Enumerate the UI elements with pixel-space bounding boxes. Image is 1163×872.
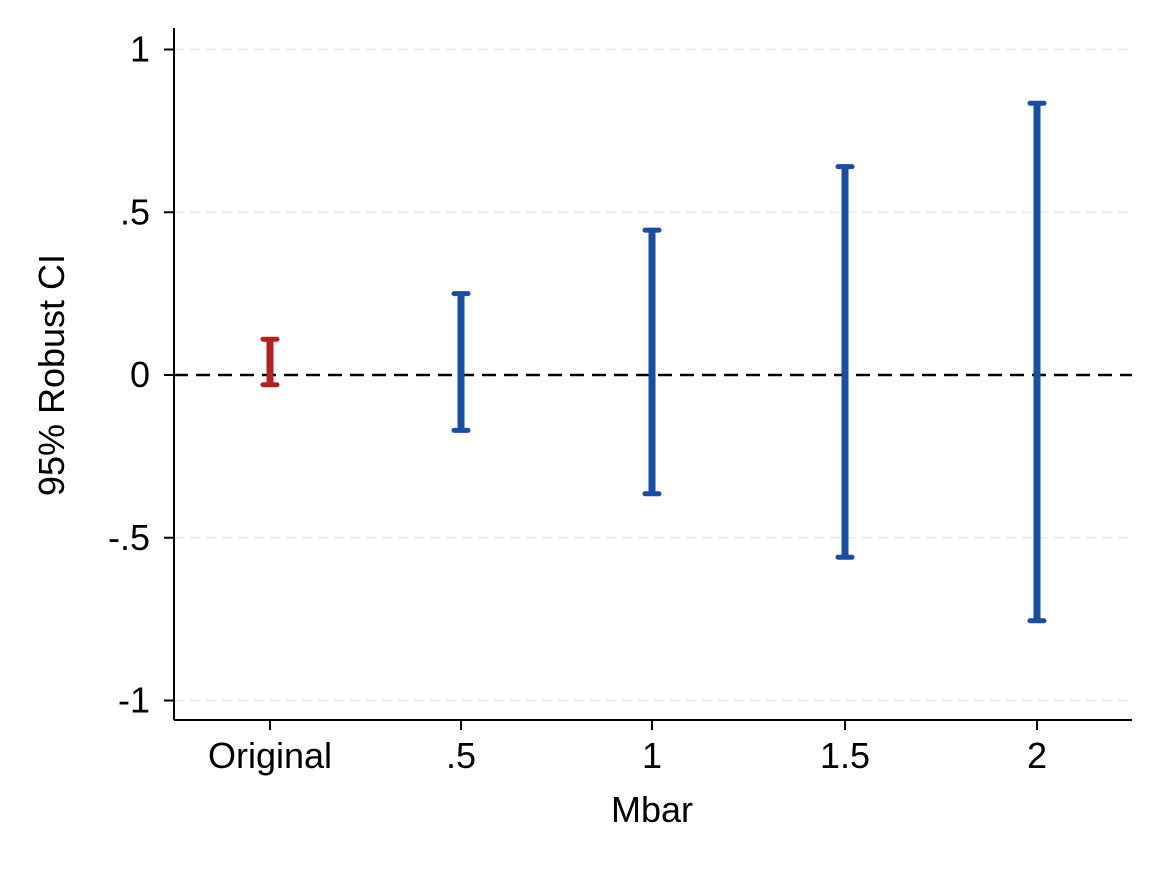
x-tick-label: 1.5 (820, 735, 870, 776)
y-tick-label: 1 (130, 29, 150, 70)
x-tick-label: 2 (1027, 735, 1047, 776)
y-tick-label: .5 (120, 191, 150, 232)
ci-bar (260, 336, 280, 388)
y-tick-label: -1 (118, 680, 150, 721)
x-tick-label: Original (208, 735, 332, 776)
y-tick-label: -.5 (108, 517, 150, 558)
x-tick-label: .5 (446, 735, 476, 776)
ci-bar (835, 164, 855, 560)
x-tick-label: 1 (642, 735, 662, 776)
confidence-intervals (260, 100, 1047, 624)
ci-bar (1027, 100, 1047, 624)
ci-bar (451, 291, 471, 433)
x-axis-title: Mbar (611, 789, 693, 830)
ci-bar (642, 227, 662, 497)
y-axis-title: 95% Robust CI (31, 254, 72, 496)
y-tick-label: 0 (130, 354, 150, 395)
axes (164, 28, 1132, 730)
